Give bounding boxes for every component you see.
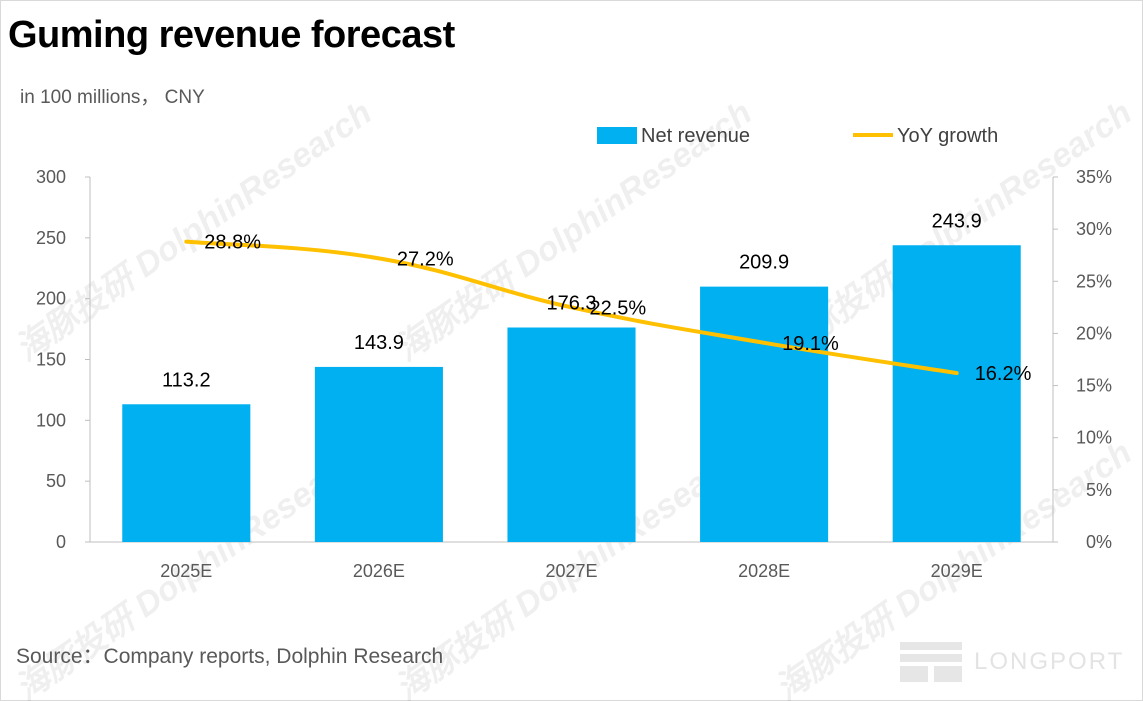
left-axis-tick-label: 100 xyxy=(36,410,66,430)
x-axis: 2025E 2026E 2027E 2028E 2029E xyxy=(90,541,1053,581)
x-axis-tick-label: 2026E xyxy=(353,561,405,581)
right-axis-tick-label: 0% xyxy=(1086,532,1112,552)
right-axis-tick-label: 35% xyxy=(1076,167,1112,187)
legend-bar-label: Net revenue xyxy=(641,125,750,147)
bar-data-label: 143.9 xyxy=(354,332,404,354)
bar xyxy=(122,404,251,542)
left-axis-tick-label: 150 xyxy=(36,350,66,370)
bar-data-label: 113.2 xyxy=(162,369,211,391)
chart-title: Guming revenue forecast xyxy=(8,14,455,56)
left-axis: 0 50 100 150 200 250 300 xyxy=(36,167,91,552)
bar xyxy=(507,327,636,542)
bar-series xyxy=(122,245,1021,542)
longport-logo-icon xyxy=(900,642,962,682)
yoy-growth-line xyxy=(184,239,959,376)
x-axis-tick-label: 2025E xyxy=(160,561,212,581)
left-axis-tick-label: 50 xyxy=(46,471,66,491)
x-axis-tick-label: 2028E xyxy=(738,561,790,581)
left-axis-tick-label: 200 xyxy=(36,289,66,309)
right-axis-tick-label: 5% xyxy=(1086,480,1112,500)
brand-name: LONGPORT xyxy=(974,648,1125,675)
left-axis-tick-label: 300 xyxy=(36,167,66,187)
bar-data-label: 209.9 xyxy=(739,252,789,274)
bar-labels: 113.2 143.9 176.3 209.9 243.9 xyxy=(162,210,982,391)
legend-line-label: YoY growth xyxy=(897,125,998,147)
line-data-label: 16.2% xyxy=(975,363,1032,385)
line-series xyxy=(184,239,959,376)
right-axis-tick-label: 25% xyxy=(1076,271,1112,291)
bar xyxy=(314,366,443,542)
unit-note: in 100 millions， CNY xyxy=(20,87,205,108)
line-data-label: 19.1% xyxy=(782,333,839,355)
line-data-label: 27.2% xyxy=(397,248,454,270)
line-data-label: 28.8% xyxy=(204,232,261,254)
left-axis-tick-label: 0 xyxy=(56,532,66,552)
left-axis-tick-label: 250 xyxy=(36,228,66,248)
bar xyxy=(892,245,1021,542)
bar-data-label: 176.3 xyxy=(546,293,596,315)
x-axis-tick-label: 2027E xyxy=(545,561,597,581)
bar xyxy=(700,286,829,542)
bar-data-label: 243.9 xyxy=(932,210,982,232)
legend: Net revenue YoY growth xyxy=(597,125,998,147)
brand-logo: LONGPORT xyxy=(900,642,1124,682)
right-axis-tick-label: 10% xyxy=(1076,428,1112,448)
right-axis-tick-label: 20% xyxy=(1076,323,1112,343)
right-axis-tick-label: 15% xyxy=(1076,376,1112,396)
right-axis-tick-label: 30% xyxy=(1076,219,1112,239)
legend-bar-swatch xyxy=(597,127,637,144)
x-axis-tick-label: 2029E xyxy=(931,561,983,581)
source-note: Source：Company reports, Dolphin Research xyxy=(16,645,444,668)
right-axis: 0% 5% 10% 15% 20% 25% 30% 35% xyxy=(1052,167,1112,552)
line-data-label: 22.5% xyxy=(590,297,647,319)
line-labels: 28.8% 27.2% 22.5% 19.1% 16.2% xyxy=(204,232,1031,385)
